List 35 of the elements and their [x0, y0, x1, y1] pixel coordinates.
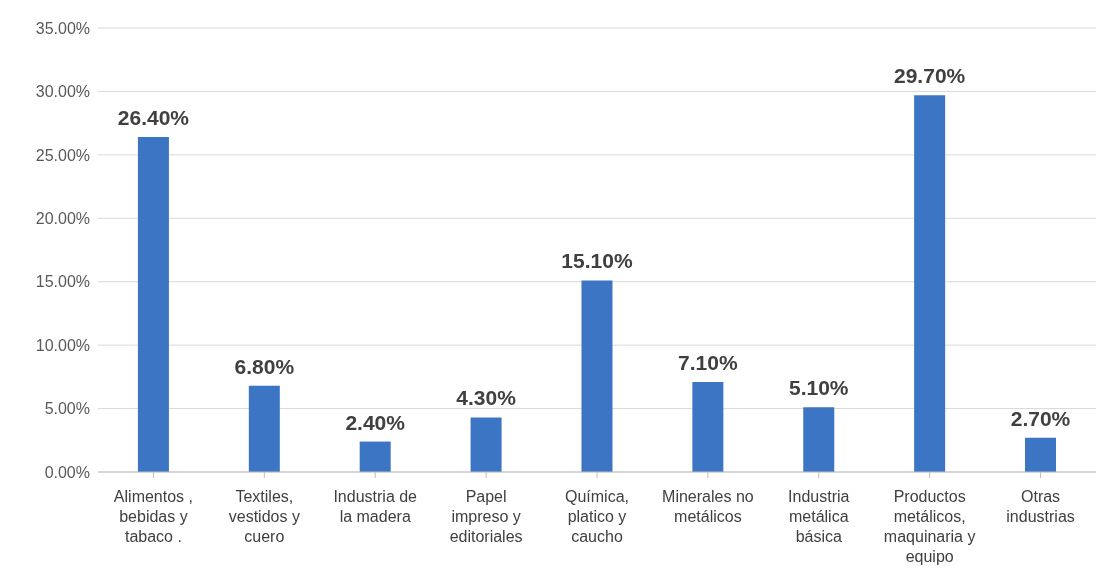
bar: [692, 381, 724, 472]
x-tick-label: Industria metálica básica: [788, 488, 850, 546]
data-label: 6.80%: [234, 354, 295, 378]
x-tick-label: Química, platico y caucho: [564, 488, 630, 546]
y-tick-label: 10.00%: [35, 336, 90, 354]
data-label: 29.70%: [894, 64, 966, 88]
y-tick-label: 0.00%: [44, 463, 90, 481]
bar: [914, 95, 946, 472]
bar: [248, 385, 280, 472]
data-label: 7.10%: [678, 350, 738, 374]
y-tick-label: 25.00%: [35, 146, 90, 164]
x-tick-label: Alimentos , bebidas y tabaco .: [113, 488, 194, 546]
x-tick-label: Industria de la madera: [333, 488, 418, 526]
x-tick-label: Papel impreso y editoriales: [449, 488, 523, 546]
x-tick-label: Textiles, vestidos y cuero: [228, 488, 300, 546]
data-label: 4.30%: [456, 386, 517, 410]
bar: [470, 417, 502, 472]
bar: [581, 280, 613, 472]
data-label: 5.10%: [788, 376, 849, 400]
y-tick-label: 35.00%: [35, 19, 90, 37]
data-label: 2.40%: [345, 410, 406, 434]
bar: [359, 441, 391, 472]
y-tick-label: 20.00%: [35, 209, 90, 227]
data-label: 15.10%: [561, 249, 633, 273]
data-label: 26.40%: [117, 106, 190, 130]
data-label: 2.70%: [1010, 406, 1071, 430]
bar: [803, 407, 835, 472]
y-tick-label: 30.00%: [35, 83, 90, 101]
bar: [1025, 437, 1057, 472]
x-tick-label: Productos metálicos, maquinaria y equipo: [883, 488, 976, 566]
x-tick-label: Minerales no metálicos: [662, 488, 754, 526]
bar: [137, 137, 169, 472]
y-tick-label: 15.00%: [35, 273, 90, 291]
y-tick-label: 5.00%: [44, 400, 90, 418]
x-tick-label: Otras industrias: [1006, 488, 1075, 526]
